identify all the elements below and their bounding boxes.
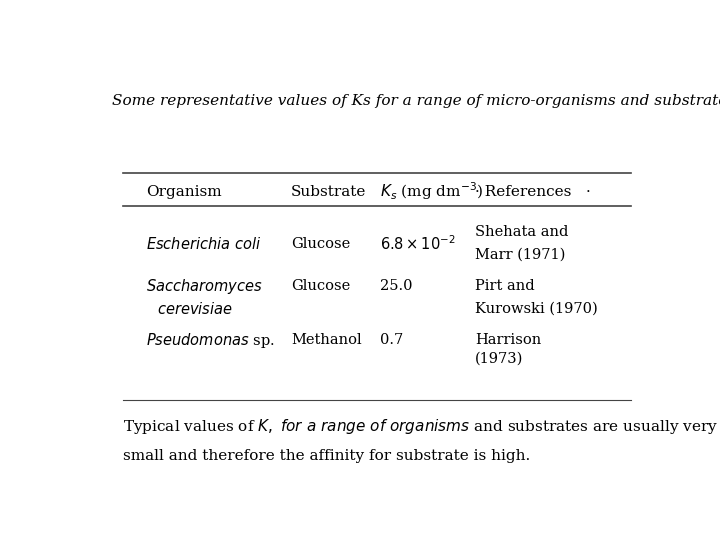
Text: Marr (1971): Marr (1971) [475,248,565,262]
Text: $\it{Saccharomyces}$: $\it{Saccharomyces}$ [145,277,263,296]
Text: Typical values of $K,$ $\it{for\ a\ range\ of\ organisms}$ and substrates are us: Typical values of $K,$ $\it{for\ a\ rang… [124,417,719,436]
Text: Substrate: Substrate [291,185,366,199]
Text: · References   ·: · References · [475,185,591,199]
Text: $\it{Escherichia\ coli}$: $\it{Escherichia\ coli}$ [145,235,261,252]
Text: Pirt and: Pirt and [475,279,535,293]
Text: 25.0: 25.0 [380,279,413,293]
Text: Harrison: Harrison [475,334,541,347]
Text: Organism: Organism [145,185,222,199]
Text: Some representative values of Ks for a range of micro-organisms and substrates: Some representative values of Ks for a r… [112,94,720,108]
Text: (1973): (1973) [475,352,523,366]
Text: $\it{cerevisiae}$: $\it{cerevisiae}$ [157,301,233,317]
Text: Kurowski (1970): Kurowski (1970) [475,302,598,316]
Text: Glucose: Glucose [291,237,350,251]
Text: $\it{Pseudomonas}$ sp.: $\it{Pseudomonas}$ sp. [145,331,274,350]
Text: Methanol: Methanol [291,334,361,347]
Text: $6.8 \times 10^{-2}$: $6.8 \times 10^{-2}$ [380,234,456,253]
Text: Shehata and: Shehata and [475,225,568,239]
Text: small and therefore the affinity for substrate is high.: small and therefore the affinity for sub… [124,449,531,463]
Text: $K_s$ (mg dm$^{-3}$): $K_s$ (mg dm$^{-3}$) [380,181,483,202]
Text: Glucose: Glucose [291,279,350,293]
Text: 0.7: 0.7 [380,334,403,347]
